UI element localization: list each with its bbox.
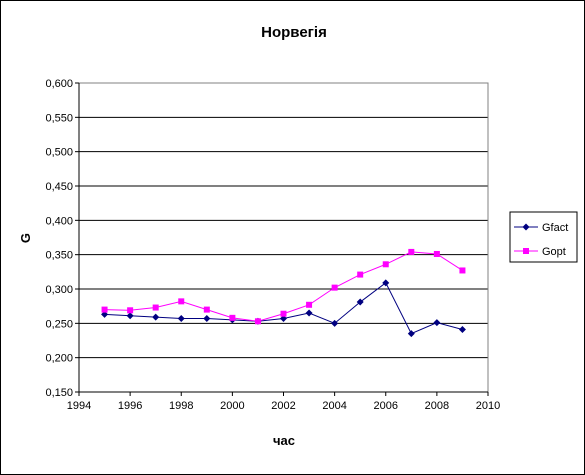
data-point <box>229 314 236 321</box>
y-tick-label: 0,300 <box>45 284 73 296</box>
data-point <box>126 312 134 320</box>
y-tick-label: 0,400 <box>45 215 73 227</box>
y-tick-label: 0,500 <box>45 147 73 159</box>
data-point <box>408 248 415 255</box>
x-tick-label: 1994 <box>67 400 91 412</box>
axes: 0,150 0,200 0,250 0,300 0,350 0,400 0,450 0,500… <box>45 78 500 412</box>
y-tick-label: 0,600 <box>45 78 73 90</box>
x-tick-label: 1998 <box>169 400 193 412</box>
legend-entry-gfact: Gfact <box>514 222 568 234</box>
x-axis-label: час <box>273 433 295 448</box>
data-point <box>178 298 185 305</box>
data-point <box>127 307 134 314</box>
data-point <box>152 304 159 311</box>
grid-lines <box>79 82 488 393</box>
data-point <box>177 315 185 323</box>
chart-title: Норвегія <box>261 24 327 41</box>
y-tick-label: 0,150 <box>45 387 73 399</box>
data-point <box>382 279 390 287</box>
legend-marker <box>522 223 530 231</box>
data-point <box>331 319 339 327</box>
legend: Gfact Gopt <box>509 211 578 263</box>
y-tick-label: 0,200 <box>45 353 73 365</box>
x-tick-label: 1996 <box>118 400 142 412</box>
series-layer <box>101 248 466 338</box>
data-point <box>280 310 287 317</box>
data-point <box>101 310 109 318</box>
data-point <box>331 284 338 291</box>
y-tick-label: 0,250 <box>45 318 73 330</box>
y-tick-label: 0,350 <box>45 250 73 262</box>
data-point <box>280 315 287 323</box>
data-point <box>407 330 415 338</box>
y-tick-label: 0,450 <box>45 181 73 193</box>
data-point <box>356 298 364 306</box>
y-tick-label: 0,550 <box>45 112 73 124</box>
x-tick-label: 2004 <box>322 400 346 412</box>
data-point <box>382 261 389 268</box>
x-tick-label: 2002 <box>271 400 295 412</box>
data-point <box>459 267 466 274</box>
data-point <box>306 301 313 308</box>
data-point <box>101 306 108 313</box>
data-point <box>203 306 210 313</box>
legend-label: Gopt <box>542 246 566 258</box>
data-point <box>433 250 440 257</box>
x-tick-label: 2010 <box>476 400 500 412</box>
data-point <box>305 309 313 317</box>
data-point <box>433 319 441 327</box>
data-point <box>203 315 211 323</box>
legend-marker <box>523 248 529 254</box>
data-point <box>458 326 466 334</box>
legend-box <box>509 211 578 263</box>
data-point <box>152 313 160 321</box>
series-gopt <box>101 248 466 325</box>
x-tick-label: 2000 <box>220 400 244 412</box>
data-point <box>254 318 261 325</box>
y-axis-label: G <box>18 233 33 243</box>
legend-entry-gopt: Gopt <box>514 246 566 258</box>
plot-area <box>78 82 489 393</box>
data-point <box>357 271 364 278</box>
legend-label: Gfact <box>542 222 568 234</box>
x-tick-label: 2006 <box>374 400 398 412</box>
x-tick-label: 2008 <box>425 400 449 412</box>
